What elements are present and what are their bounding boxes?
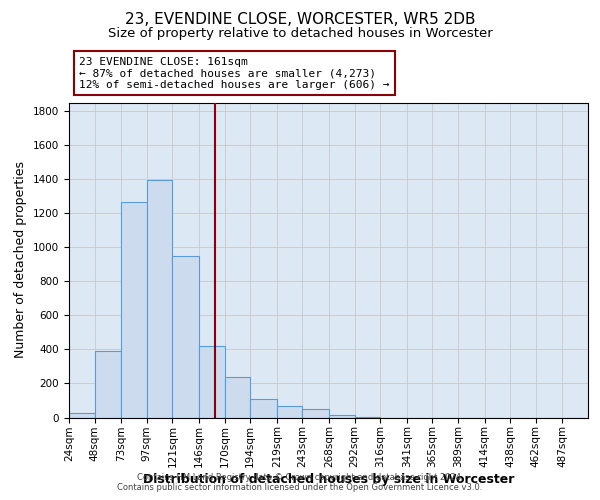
Text: Contains public sector information licensed under the Open Government Licence v3: Contains public sector information licen… [118, 484, 482, 492]
Bar [172, 256, 199, 418]
Bar [329, 415, 355, 418]
Bar [69, 413, 95, 418]
Bar [224, 378, 250, 418]
Bar [355, 416, 380, 418]
Bar [302, 409, 329, 418]
Bar [250, 399, 277, 417]
Text: Contains HM Land Registry data © Crown copyright and database right 2024.: Contains HM Land Registry data © Crown c… [137, 472, 463, 482]
Bar [277, 406, 302, 417]
Bar [121, 202, 147, 418]
Bar [95, 351, 121, 418]
Text: Size of property relative to detached houses in Worcester: Size of property relative to detached ho… [107, 28, 493, 40]
Text: 23 EVENDINE CLOSE: 161sqm
← 87% of detached houses are smaller (4,273)
12% of se: 23 EVENDINE CLOSE: 161sqm ← 87% of detac… [79, 56, 390, 90]
Bar [199, 346, 224, 418]
Bar [147, 180, 172, 418]
X-axis label: Distribution of detached houses by size in Worcester: Distribution of detached houses by size … [143, 473, 514, 486]
Y-axis label: Number of detached properties: Number of detached properties [14, 162, 28, 358]
Text: 23, EVENDINE CLOSE, WORCESTER, WR5 2DB: 23, EVENDINE CLOSE, WORCESTER, WR5 2DB [125, 12, 475, 28]
